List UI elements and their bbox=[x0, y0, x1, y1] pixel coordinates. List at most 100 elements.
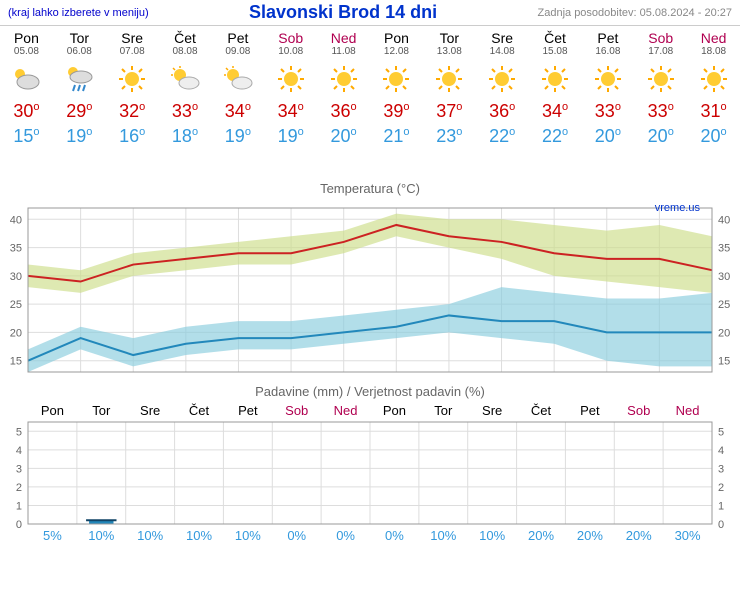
temp-low: 20o bbox=[317, 126, 370, 147]
day-column: Tor13.0837o23o bbox=[423, 26, 476, 151]
precip-day-label: Ned bbox=[663, 403, 712, 418]
day-column: Tor06.0829o19o bbox=[53, 26, 106, 151]
temp-high: 29o bbox=[53, 101, 106, 122]
temp-low: 20o bbox=[581, 126, 634, 147]
day-name: Pon bbox=[0, 30, 53, 46]
day-date: 16.08 bbox=[581, 46, 634, 57]
day-name: Čet bbox=[529, 30, 582, 46]
svg-text:0: 0 bbox=[718, 519, 724, 528]
temp-low: 19o bbox=[211, 126, 264, 147]
svg-text:1: 1 bbox=[16, 500, 22, 512]
svg-text:3: 3 bbox=[718, 463, 724, 475]
day-column: Pon05.0830o15o bbox=[0, 26, 53, 151]
temp-high: 36o bbox=[317, 101, 370, 122]
day-column: Ned11.08 36o 20o bbox=[317, 26, 370, 151]
temp-low: 22o bbox=[476, 126, 529, 147]
day-name: Sob bbox=[264, 30, 317, 46]
temp-high: 34o bbox=[529, 101, 582, 122]
precip-day-label: Pet bbox=[223, 403, 272, 418]
day-column: Sob10.0834o19o bbox=[264, 26, 317, 151]
day-name: Pet bbox=[581, 30, 634, 46]
day-name: Ned bbox=[687, 30, 740, 46]
day-name: Pon bbox=[370, 30, 423, 46]
precip-day-label: Čet bbox=[517, 403, 566, 418]
temp-low: 19o bbox=[264, 126, 317, 147]
temp-high: 30o bbox=[0, 101, 53, 122]
watermark: vreme.us bbox=[655, 202, 700, 214]
weather-icon bbox=[423, 63, 476, 95]
precip-probability: 20% bbox=[614, 528, 663, 543]
svg-text:40: 40 bbox=[718, 214, 730, 226]
svg-text:25: 25 bbox=[10, 299, 22, 311]
weather-icon bbox=[317, 63, 370, 95]
temp-high: 33o bbox=[581, 101, 634, 122]
svg-text:20: 20 bbox=[718, 327, 730, 339]
day-column: Pet16.08 33o 20o bbox=[581, 26, 634, 151]
precip-probability: 10% bbox=[419, 528, 468, 543]
weather-icon bbox=[159, 63, 212, 95]
temp-high: 32o bbox=[106, 101, 159, 122]
temperature-chart: 151520202525303035354040 bbox=[0, 200, 740, 380]
day-column: Sre14.0836o22o bbox=[476, 26, 529, 151]
precip-day-label: Pon bbox=[370, 403, 419, 418]
precip-probability: 30% bbox=[663, 528, 712, 543]
svg-text:2: 2 bbox=[16, 482, 22, 494]
precip-probability: 10% bbox=[468, 528, 517, 543]
svg-text:35: 35 bbox=[10, 243, 22, 255]
precip-day-label: Sob bbox=[614, 403, 663, 418]
temp-low: 20o bbox=[634, 126, 687, 147]
day-column: Čet08.0833o18o bbox=[159, 26, 212, 151]
precipitation-chart: 001122334455 bbox=[0, 418, 740, 528]
svg-text:25: 25 bbox=[718, 299, 730, 311]
precip-chart-title: Padavine (mm) / Verjetnost padavin (%) bbox=[0, 384, 740, 399]
day-date: 11.08 bbox=[317, 46, 370, 57]
weather-icon bbox=[0, 63, 53, 95]
precip-day-label: Tor bbox=[77, 403, 126, 418]
day-name: Sre bbox=[476, 30, 529, 46]
day-date: 06.08 bbox=[53, 46, 106, 57]
temp-low: 19o bbox=[53, 126, 106, 147]
precip-day-label: Sre bbox=[468, 403, 517, 418]
svg-text:5: 5 bbox=[718, 426, 724, 438]
temp-high: 37o bbox=[423, 101, 476, 122]
temp-high: 39o bbox=[370, 101, 423, 122]
day-name: Sre bbox=[106, 30, 159, 46]
precip-day-label: Čet bbox=[175, 403, 224, 418]
precip-probability-row: 5%10%10%10%10%0%0%0%10%10%20%20%20%30% bbox=[0, 528, 740, 543]
temp-low: 16o bbox=[106, 126, 159, 147]
temp-low: 23o bbox=[423, 126, 476, 147]
day-name: Sob bbox=[634, 30, 687, 46]
precip-probability: 5% bbox=[28, 528, 77, 543]
day-date: 15.08 bbox=[529, 46, 582, 57]
svg-text:15: 15 bbox=[10, 356, 22, 368]
precip-day-label: Pet bbox=[565, 403, 614, 418]
temp-high: 33o bbox=[634, 101, 687, 122]
temp-high: 31o bbox=[687, 101, 740, 122]
precip-probability: 10% bbox=[126, 528, 175, 543]
day-date: 12.08 bbox=[370, 46, 423, 57]
temp-high: 34o bbox=[211, 101, 264, 122]
day-column: Pon12.08 39o 21o bbox=[370, 26, 423, 151]
temp-low: 20o bbox=[687, 126, 740, 147]
svg-text:30: 30 bbox=[10, 271, 22, 283]
day-name: Ned bbox=[317, 30, 370, 46]
precip-day-label: Sob bbox=[272, 403, 321, 418]
weather-icon bbox=[370, 63, 423, 95]
day-column: Ned18.0831o20o bbox=[687, 26, 740, 151]
precip-probability: 10% bbox=[175, 528, 224, 543]
precip-probability: 0% bbox=[272, 528, 321, 543]
svg-text:0: 0 bbox=[16, 519, 22, 528]
svg-text:3: 3 bbox=[16, 463, 22, 475]
precip-day-label: Sre bbox=[126, 403, 175, 418]
weather-icon bbox=[53, 63, 106, 95]
day-column: Sob17.0833o20o bbox=[634, 26, 687, 151]
svg-text:4: 4 bbox=[16, 445, 22, 457]
temp-low: 21o bbox=[370, 126, 423, 147]
day-date: 05.08 bbox=[0, 46, 53, 57]
weather-icon bbox=[476, 63, 529, 95]
precip-day-label: Tor bbox=[419, 403, 468, 418]
day-name: Tor bbox=[423, 30, 476, 46]
precip-probability: 20% bbox=[565, 528, 614, 543]
svg-text:15: 15 bbox=[718, 356, 730, 368]
last-updated: Zadnja posodobitev: 05.08.2024 - 20:27 bbox=[538, 7, 732, 19]
